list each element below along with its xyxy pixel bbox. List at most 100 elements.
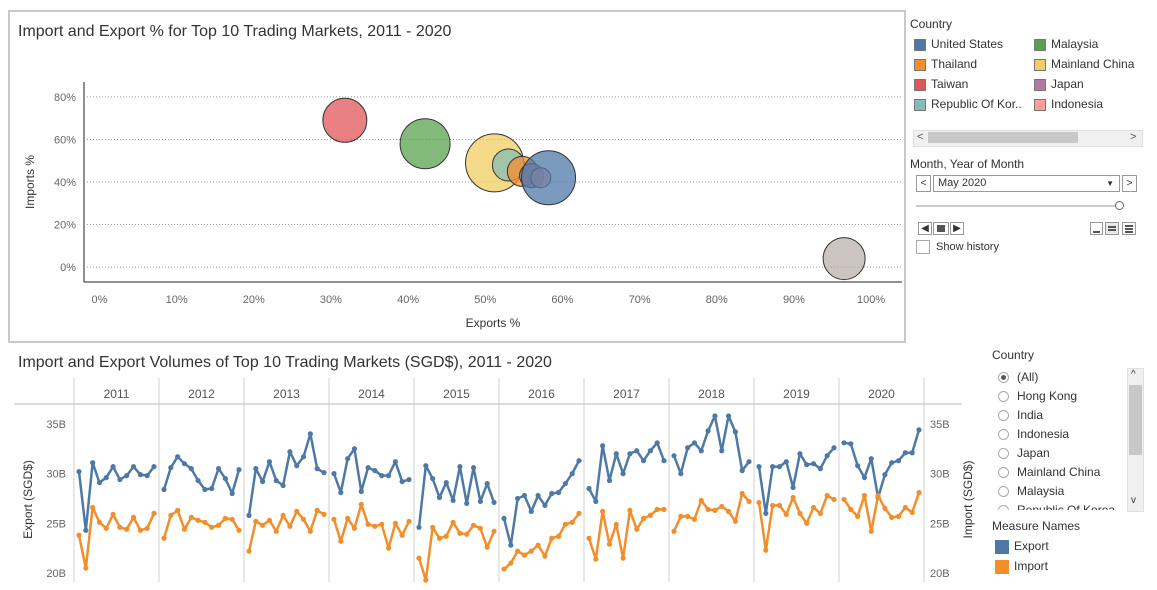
export-point[interactable] [464,500,470,507]
export-point[interactable] [501,515,507,521]
export-point[interactable] [246,512,252,518]
export-point[interactable] [746,459,752,465]
import-point[interactable] [83,565,89,571]
export-point[interactable] [535,492,541,499]
scroll-up-icon[interactable]: ^ [1131,369,1136,380]
import-point[interactable] [712,507,718,513]
export-point[interactable] [430,475,436,482]
country-option[interactable]: Malaysia [998,484,1064,498]
import-point[interactable] [287,523,293,529]
import-point[interactable] [436,535,443,541]
import-point[interactable] [576,510,582,516]
scroll-down-icon[interactable]: v [1131,495,1136,506]
export-point[interactable] [222,475,228,482]
export-point[interactable] [236,467,242,473]
export-point[interactable] [528,508,534,514]
import-point[interactable] [640,515,647,521]
import-point[interactable] [606,541,613,547]
month-select[interactable]: May 2020 ▼ [933,175,1120,192]
export-point[interactable] [110,464,116,470]
import-point[interactable] [902,504,908,511]
export-point[interactable] [770,464,776,470]
export-point[interactable] [76,469,82,475]
import-point[interactable] [168,512,174,518]
import-point[interactable] [515,548,521,554]
legend-item[interactable]: United States [914,37,1003,51]
bubble-chart[interactable]: 0% 20% 40% 60% 80% 0% 10% 20% 30% 40% 50% 60% 70% 80%… [0,0,910,345]
import-point[interactable] [372,523,378,529]
export-point[interactable] [436,494,443,501]
export-point[interactable] [385,473,392,479]
show-history-checkbox[interactable] [916,240,930,254]
export-point[interactable] [358,488,364,495]
import-point[interactable] [399,532,405,538]
export-point[interactable] [124,473,130,479]
export-point[interactable] [600,443,606,449]
export-point[interactable] [345,456,351,462]
export-point[interactable] [287,449,293,455]
export-point[interactable] [902,450,908,456]
export-point[interactable] [351,446,358,452]
import-point[interactable] [661,506,667,513]
import-point[interactable] [96,519,103,525]
export-point[interactable] [549,490,555,497]
import-point[interactable] [110,511,116,517]
export-point[interactable] [260,478,266,485]
import-point[interactable] [909,509,915,515]
radio-icon[interactable] [998,372,1009,384]
import-point[interactable] [392,520,398,526]
import-point[interactable] [783,511,789,517]
import-point[interactable] [790,494,796,501]
import-point[interactable] [841,496,847,503]
scroll-left-icon[interactable]: < [917,131,924,143]
export-point[interactable] [130,464,137,470]
bubble-hong-kong[interactable] [822,237,866,281]
export-point[interactable] [654,440,660,446]
import-point[interactable] [175,507,181,513]
import-point[interactable] [705,506,711,513]
export-point[interactable] [392,459,398,465]
country-option[interactable]: India [998,408,1043,422]
import-point[interactable] [562,521,568,527]
import-point[interactable] [307,528,313,534]
import-point[interactable] [338,538,344,544]
export-point[interactable] [763,510,769,516]
export-point[interactable] [307,431,313,437]
import-point[interactable] [810,504,817,511]
import-point[interactable] [555,533,562,539]
export-point[interactable] [756,464,762,470]
export-point[interactable] [294,463,300,469]
import-point[interactable] [600,508,606,514]
export-point[interactable] [797,451,803,457]
export-point[interactable] [909,450,915,456]
export-point[interactable] [450,497,456,504]
country-option[interactable]: Mainland China [998,465,1100,479]
import-point[interactable] [889,514,895,520]
import-point[interactable] [613,521,619,527]
export-point[interactable] [168,465,174,471]
import-point[interactable] [685,513,691,519]
export-point[interactable] [634,448,640,454]
import-point[interactable] [698,497,704,504]
export-point[interactable] [477,498,483,505]
import-point[interactable] [763,547,769,553]
export-point[interactable] [606,477,613,484]
import-point[interactable] [756,499,762,506]
import-point[interactable] [151,510,157,516]
import-point[interactable] [882,505,888,512]
export-point[interactable] [521,492,528,499]
export-point[interactable] [790,484,796,491]
import-point[interactable] [253,518,259,524]
export-point[interactable] [671,453,677,459]
export-point[interactable] [705,428,711,434]
import-point[interactable] [321,511,327,517]
export-point[interactable] [868,456,874,462]
country-option[interactable]: (All) [998,370,1038,384]
import-point[interactable] [671,528,677,534]
export-point[interactable] [300,454,307,460]
export-point[interactable] [576,458,582,464]
export-point[interactable] [280,482,286,489]
export-point[interactable] [725,413,732,419]
import-point[interactable] [817,510,823,516]
import-point[interactable] [351,525,358,531]
